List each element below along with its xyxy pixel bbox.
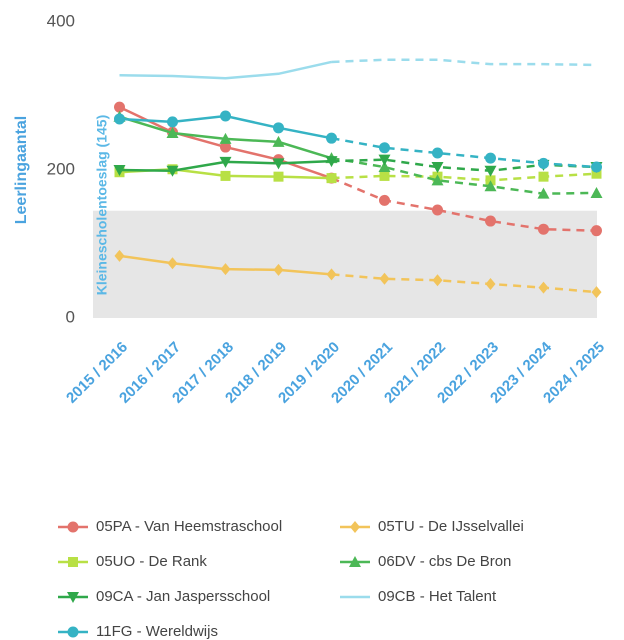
legend-label: 06DV - cbs De Bron: [378, 553, 511, 570]
legend-label: 09CA - Jan Jaspersschool: [96, 588, 270, 605]
series-line: [331, 176, 597, 232]
point: [325, 156, 338, 168]
series-line: [331, 273, 597, 294]
legend-label: 05UO - De Rank: [96, 553, 207, 570]
point: [379, 170, 390, 181]
point: [272, 158, 285, 170]
y-tick-label: 200: [47, 159, 75, 178]
point: [538, 223, 549, 235]
point: [538, 157, 549, 169]
point: [538, 171, 549, 182]
series-line: [331, 58, 597, 67]
point: [379, 142, 390, 154]
series-line: [331, 172, 597, 182]
point: [219, 132, 232, 144]
y-tick-label: 400: [47, 11, 75, 30]
point: [432, 147, 443, 159]
point: [432, 204, 443, 216]
point: [349, 556, 361, 567]
point: [485, 152, 496, 164]
point: [326, 132, 337, 144]
point: [326, 268, 337, 281]
point: [114, 249, 125, 262]
series-line: [331, 156, 597, 195]
point: [167, 257, 178, 270]
point: [67, 626, 79, 638]
point: [590, 186, 603, 198]
y-tick-label: 0: [66, 307, 75, 326]
point: [591, 161, 602, 173]
point: [219, 156, 232, 168]
point: [167, 116, 178, 128]
point: [220, 110, 231, 122]
point: [114, 113, 125, 125]
point: [166, 127, 179, 138]
legend-label: 09CB - Het Talent: [378, 588, 497, 605]
y-axis-label: Leerlingaantal: [13, 116, 30, 224]
point: [378, 154, 391, 166]
point: [114, 101, 125, 113]
point: [484, 180, 497, 192]
point: [67, 521, 79, 533]
point: [379, 194, 390, 206]
point: [591, 225, 602, 237]
point: [166, 165, 179, 177]
point: [538, 281, 549, 294]
point: [220, 170, 231, 181]
threshold-label: Kleinescholentoeslag (145): [94, 115, 110, 296]
point: [273, 122, 284, 134]
legend-label: 05PA - Van Heemstraschool: [96, 518, 282, 535]
point: [220, 263, 231, 276]
series-line: [119, 60, 332, 80]
point: [378, 161, 391, 173]
point: [326, 173, 337, 184]
point: [431, 174, 444, 186]
series-line: [331, 158, 597, 172]
point: [591, 286, 602, 299]
point: [432, 274, 443, 287]
point: [537, 187, 550, 199]
series-line: [331, 136, 597, 169]
point: [273, 263, 284, 276]
point: [485, 215, 496, 227]
point: [431, 162, 444, 174]
point: [484, 165, 497, 177]
point: [68, 557, 78, 567]
legend-label: 11FG - Wereldwijs: [96, 623, 218, 640]
point: [113, 165, 126, 176]
point: [273, 171, 284, 182]
point: [67, 592, 79, 603]
point: [272, 135, 285, 147]
point: [379, 272, 390, 285]
legend-label: 05TU - De IJsselvallei: [378, 518, 524, 535]
point: [220, 141, 231, 153]
point: [350, 521, 360, 533]
point: [591, 168, 602, 179]
point: [485, 277, 496, 290]
